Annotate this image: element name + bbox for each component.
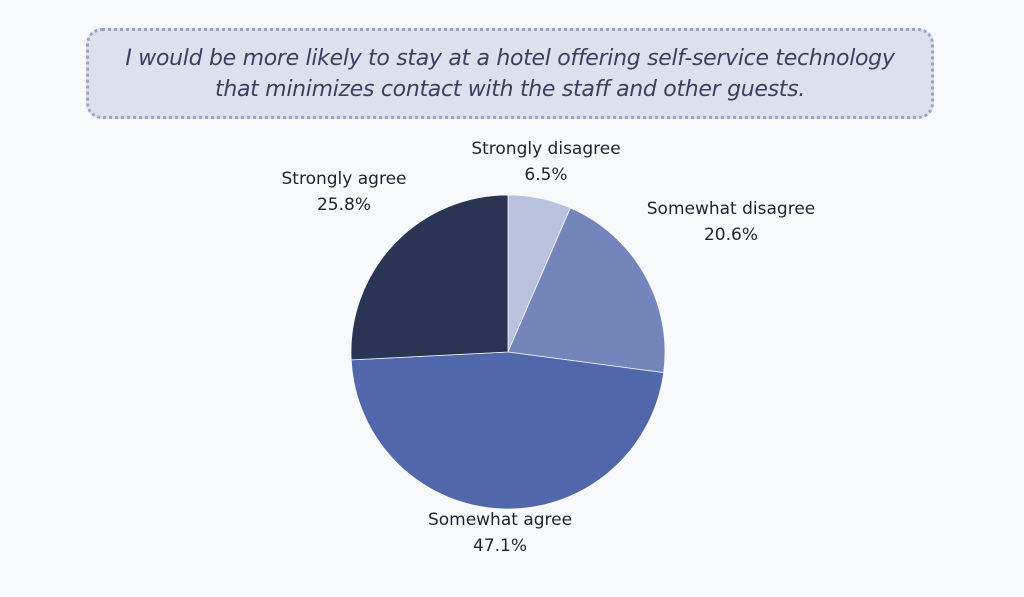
label-strongly-disagree: Strongly disagree 6.5% — [471, 139, 621, 185]
pie-slice-somewhat-disagree — [507, 207, 666, 374]
chart-title-box: I would be more likely to stay at a hote… — [86, 28, 934, 119]
pie-slices — [350, 194, 666, 510]
chart-title-line-2: that minimizes contact with the staff an… — [215, 76, 805, 102]
label-somewhat-agree: Somewhat agree 47.1% — [427, 510, 573, 556]
pie-slice-strongly-agree — [350, 194, 509, 361]
pie-slice-somewhat-agree — [350, 351, 665, 510]
label-somewhat-disagree: Somewhat disagree 20.6% — [646, 199, 816, 245]
chart-title-line-1: I would be more likely to stay at a hote… — [125, 45, 895, 71]
label-strongly-agree: Strongly agree 25.8% — [281, 169, 407, 215]
